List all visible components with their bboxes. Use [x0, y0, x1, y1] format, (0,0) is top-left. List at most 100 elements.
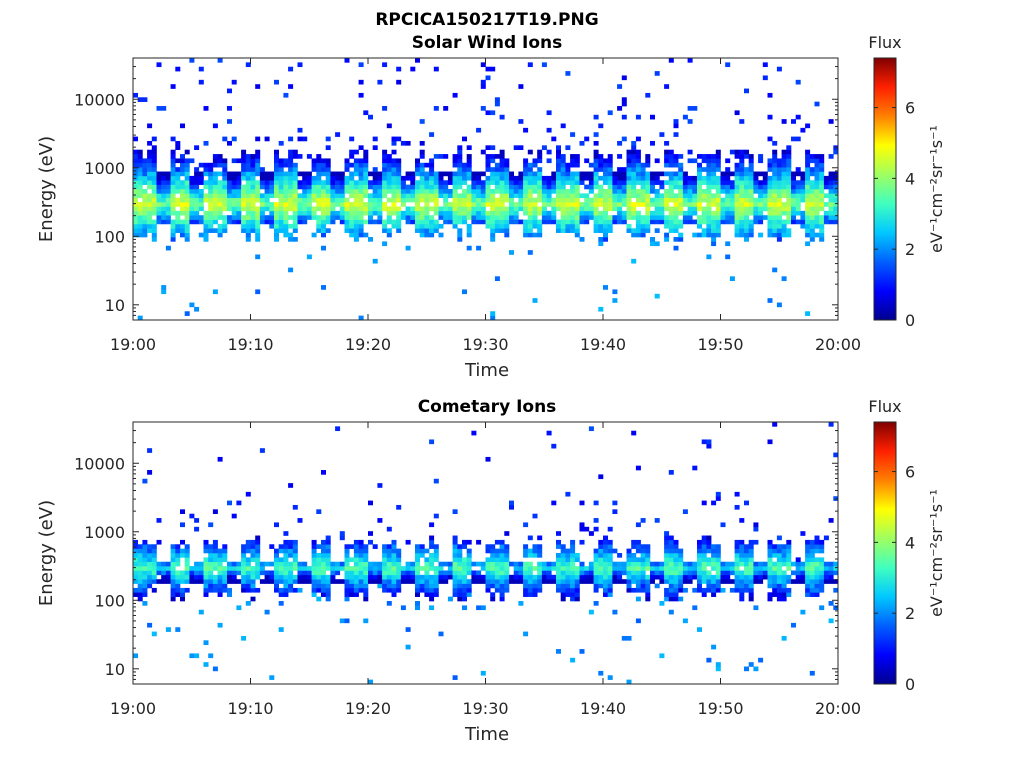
heatmap-cell	[485, 583, 491, 589]
heatmap-cell	[494, 570, 500, 576]
heatmap-cell	[386, 184, 392, 190]
heatmap-cell	[720, 210, 726, 216]
heatmap-cell	[598, 306, 604, 312]
heatmap-cell	[170, 553, 176, 558]
heatmap-cell	[809, 583, 815, 589]
heatmap-cell	[344, 202, 350, 207]
heatmap-cell	[363, 544, 369, 549]
heatmap-cell	[621, 202, 627, 207]
heatmap-cell	[758, 206, 764, 212]
heatmap-cell	[635, 232, 641, 238]
panel-solar-wind-ylabel: Energy (eV)	[36, 136, 57, 242]
heatmap-cell	[372, 175, 378, 181]
heatmap-cell	[297, 215, 303, 220]
colorbar-units-label: eV⁻¹cm⁻²sr⁻¹s⁻¹	[927, 489, 946, 617]
heatmap-cell	[325, 210, 331, 216]
heatmap-cell	[570, 189, 576, 194]
heatmap-cell	[734, 548, 740, 554]
heatmap-cell	[382, 553, 388, 558]
heatmap-cell	[245, 232, 251, 238]
heatmap-cell	[664, 206, 670, 212]
heatmap-cell	[292, 237, 298, 242]
heatmap-cell	[664, 237, 670, 242]
heatmap-cell	[433, 154, 439, 159]
heatmap-cell	[274, 228, 279, 233]
heatmap-cell	[302, 202, 308, 207]
heatmap-cell	[203, 237, 209, 242]
heatmap-cell	[283, 553, 289, 558]
heatmap-cell	[156, 202, 162, 207]
heatmap-cell	[189, 302, 195, 308]
heatmap-cell	[386, 583, 392, 589]
heatmap-cell	[391, 140, 397, 146]
heatmap-cell	[800, 197, 806, 203]
heatmap-cell	[739, 574, 745, 580]
heatmap-cell	[814, 197, 820, 203]
heatmap-cell	[701, 154, 707, 159]
heatmap-cell	[711, 548, 717, 554]
heatmap-cell	[344, 618, 350, 624]
heatmap-cell	[706, 223, 712, 229]
heatmap-cell	[527, 180, 533, 185]
heatmap-cell	[748, 193, 754, 199]
heatmap-cell	[137, 579, 143, 584]
heatmap-cell	[156, 561, 162, 567]
heatmap-cell	[142, 601, 148, 606]
heatmap-cell	[499, 574, 505, 580]
heatmap-cell	[142, 223, 148, 229]
heatmap-cell	[692, 106, 698, 111]
heatmap-cell	[137, 219, 143, 225]
heatmap-cell	[758, 154, 764, 159]
heatmap-cell	[321, 162, 326, 168]
heatmap-cell	[617, 180, 623, 185]
heatmap-cell	[579, 202, 585, 207]
heatmap-cell	[513, 193, 519, 199]
heatmap-cell	[560, 175, 566, 181]
heatmap-cell	[297, 219, 303, 225]
heatmap-cell	[499, 579, 505, 584]
heatmap-cell	[203, 566, 209, 571]
heatmap-cell	[198, 232, 204, 238]
heatmap-cell	[537, 210, 543, 216]
heatmap-cell	[734, 491, 740, 497]
heatmap-cell	[767, 223, 773, 229]
heatmap-cell	[673, 245, 679, 251]
heatmap-cell	[523, 206, 529, 212]
heatmap-cell	[447, 215, 453, 220]
heatmap-cell	[212, 215, 218, 220]
heatmap-cell	[678, 184, 684, 190]
heatmap-cell	[617, 140, 623, 146]
heatmap-cell	[814, 101, 820, 107]
heatmap-cell	[386, 557, 392, 563]
heatmap-cell	[325, 557, 331, 563]
heatmap-cell	[438, 154, 444, 159]
heatmap-cell	[532, 206, 538, 212]
heatmap-cell	[518, 566, 524, 571]
heatmap-cell	[697, 627, 702, 632]
heatmap-cell	[692, 206, 698, 212]
heatmap-cell	[701, 539, 707, 545]
heatmap-cell	[429, 223, 435, 229]
heatmap-cell	[321, 579, 326, 584]
heatmap-cell	[668, 553, 674, 558]
heatmap-cell	[292, 189, 298, 194]
heatmap-cell	[621, 114, 627, 120]
heatmap-cell	[321, 158, 326, 164]
heatmap-cell	[725, 570, 731, 576]
heatmap-cell	[137, 202, 143, 207]
heatmap-cell	[593, 228, 599, 233]
heatmap-cell	[786, 561, 792, 567]
heatmap-cell	[231, 158, 237, 164]
heatmap-cell	[471, 574, 477, 580]
heatmap-cell	[626, 180, 632, 185]
heatmap-cell	[612, 579, 618, 584]
heatmap-cell	[588, 566, 594, 571]
heatmap-cell	[833, 197, 839, 203]
heatmap-cell	[729, 215, 735, 220]
heatmap-cell	[330, 574, 336, 580]
heatmap-cell	[772, 154, 778, 159]
heatmap-cell	[424, 162, 430, 168]
heatmap-cell	[772, 223, 778, 229]
heatmap-cell	[321, 583, 326, 589]
heatmap-cell	[443, 570, 449, 576]
